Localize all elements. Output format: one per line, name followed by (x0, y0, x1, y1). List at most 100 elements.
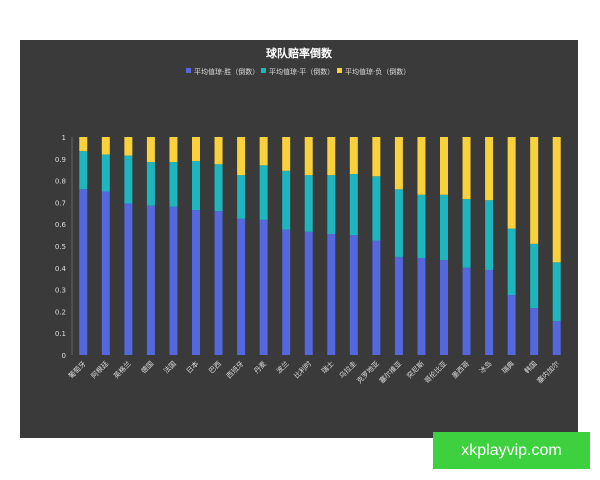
bar-3-18 (462, 137, 471, 200)
y-tick-label: 0.6 (55, 221, 67, 229)
legend-swatch-2 (261, 68, 266, 73)
y-tick-label: 0 (62, 352, 66, 360)
bar-1-11 (304, 231, 313, 355)
bar-3-9 (259, 137, 268, 166)
bar-3-7 (214, 137, 223, 165)
y-tick-label: 0.5 (55, 243, 66, 251)
bar-2-1 (79, 151, 88, 190)
bar-2-22 (552, 262, 561, 322)
bar-2-13 (349, 174, 358, 236)
bar-2-19 (485, 200, 494, 270)
x-tick-label: 比利时 (292, 359, 313, 380)
x-tick-label: 乌拉圭 (337, 359, 358, 380)
bar-1-18 (462, 267, 471, 355)
bar-3-12 (327, 137, 336, 176)
x-tick-label: 日本 (184, 359, 200, 375)
bar-2-14 (372, 176, 381, 241)
bar-1-12 (327, 234, 336, 355)
bar-2-11 (304, 175, 313, 232)
bar-2-3 (124, 155, 133, 204)
bar-1-8 (237, 218, 246, 355)
watermark: xkplayvip.com (433, 432, 590, 469)
bar-3-3 (124, 137, 133, 156)
y-tick-label: 0.1 (55, 330, 66, 338)
bar-2-10 (282, 170, 291, 230)
bars-group (79, 137, 561, 355)
legend-label-3: 平均值琼·负（倒数） (345, 67, 410, 76)
legend-swatch-3 (337, 68, 342, 73)
x-tick-label: 丹麦 (252, 359, 268, 375)
x-tick-label: 突尼斯 (405, 359, 426, 380)
x-axis: 葡萄牙 阿根廷 英格兰 德国 法国 日本 巴西 西班牙 丹麦 波兰 比利时 瑞士 乌拉圭克罗地亚塞尔维亚… (66, 359, 561, 385)
x-tick-label: 葡萄牙 (66, 359, 87, 380)
bar-1-13 (349, 235, 358, 355)
x-tick-label: 墨西哥 (450, 360, 471, 381)
bar-2-20 (507, 228, 516, 296)
bar-3-16 (417, 137, 426, 195)
y-tick-label: 0.8 (55, 178, 66, 186)
bar-2-16 (417, 194, 426, 258)
x-tick-label: 阿根廷 (89, 359, 110, 380)
x-tick-label: 巴西 (207, 360, 223, 376)
bar-3-13 (349, 137, 358, 175)
bar-3-8 (237, 137, 246, 176)
bar-2-18 (462, 199, 471, 268)
chart-panel: 球队赔率倒数 平均值琼·胜（倒数） 平均值琼·平（倒数） 平均值琼·负（倒数） 0 0… (20, 40, 578, 438)
bar-1-20 (507, 295, 516, 355)
bar-1-9 (259, 219, 268, 355)
y-tick-label: 1 (62, 134, 66, 142)
bar-1-22 (552, 321, 561, 355)
bar-1-17 (440, 260, 448, 355)
bar-1-21 (530, 308, 539, 355)
bar-2-21 (530, 243, 539, 309)
legend-label-2: 平均值琼·平（倒数） (269, 67, 334, 76)
bar-3-1 (79, 137, 88, 152)
bar-3-5 (169, 137, 178, 163)
bar-1-1 (79, 189, 88, 355)
bar-2-9 (259, 165, 268, 220)
y-axis: 0 0.1 0.2 0.3 0.4 0.5 0.6 0.7 0.8 0.9 1 (55, 134, 73, 360)
bar-1-16 (417, 257, 426, 355)
bar-2-8 (237, 175, 246, 219)
bar-3-4 (146, 137, 155, 163)
bar-2-17 (440, 194, 448, 261)
bar-3-15 (394, 137, 403, 190)
y-tick-label: 0.2 (55, 308, 66, 316)
x-tick-label: 英格兰 (112, 359, 133, 380)
bar-3-6 (192, 137, 200, 161)
x-tick-label: 西班牙 (224, 359, 245, 380)
x-tick-label: 哥伦比亚 (422, 359, 448, 385)
bar-1-7 (214, 211, 223, 355)
bar-1-14 (372, 240, 381, 355)
legend-label-1: 平均值琼·胜（倒数） (194, 67, 259, 76)
x-tick-label: 法国 (162, 359, 178, 375)
legend: 平均值琼·胜（倒数） 平均值琼·平（倒数） 平均值琼·负（倒数） (186, 67, 410, 76)
bar-2-15 (394, 189, 403, 257)
bar-1-19 (485, 269, 494, 355)
bar-3-22 (552, 137, 561, 263)
bar-1-6 (192, 210, 200, 355)
x-tick-label: 冰岛 (477, 359, 493, 375)
bar-2-5 (169, 162, 178, 207)
bar-1-4 (146, 205, 155, 355)
y-tick-label: 0.3 (55, 287, 66, 295)
legend-swatch-1 (186, 68, 191, 73)
stacked-bar-chart: 球队赔率倒数 平均值琼·胜（倒数） 平均值琼·平（倒数） 平均值琼·负（倒数） 0 0… (55, 46, 561, 385)
x-tick-label: 波兰 (274, 359, 290, 375)
x-tick-label: 德国 (139, 359, 155, 375)
bar-3-11 (304, 137, 313, 176)
bar-3-14 (372, 137, 381, 177)
x-tick-label: 塞尔维亚 (377, 359, 403, 385)
x-tick-label: 瑞典 (500, 359, 516, 375)
chart-title: 球队赔率倒数 (266, 46, 333, 60)
bar-1-15 (394, 256, 403, 355)
bar-2-4 (146, 162, 155, 206)
y-tick-label: 0.4 (55, 265, 67, 273)
x-tick-label: 韩国 (522, 359, 538, 375)
x-tick-label: 塞内加尔 (535, 359, 561, 385)
x-tick-label: 克罗地亚 (355, 359, 381, 385)
bar-2-12 (327, 175, 336, 235)
bar-1-10 (282, 229, 291, 355)
bar-3-2 (101, 137, 110, 155)
bar-3-19 (485, 137, 494, 201)
